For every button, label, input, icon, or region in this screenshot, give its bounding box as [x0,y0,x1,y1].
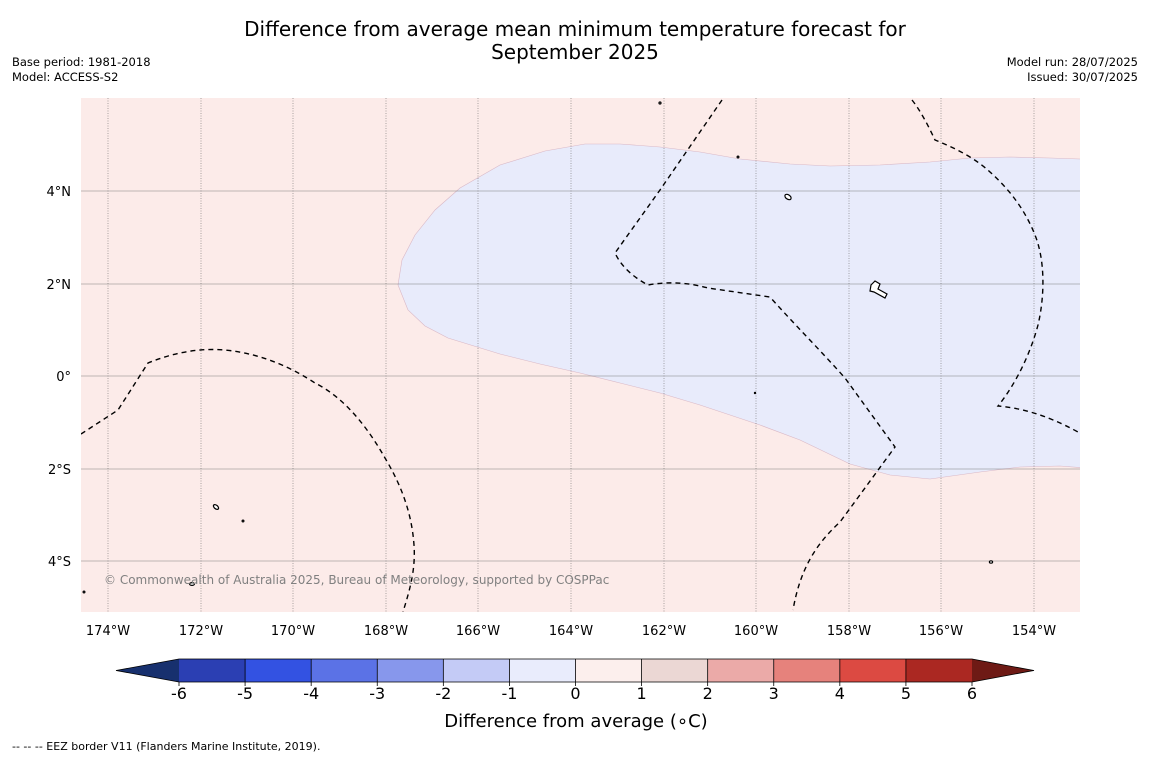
colorbar-tick-label: 2 [703,684,713,703]
colorbar-tick-label: 3 [769,684,779,703]
longitude-label: 156°W [919,624,963,639]
latitude-label: 0° [56,370,71,385]
island-icon [753,391,757,395]
issued-text: Issued: 30/07/2025 [1027,70,1138,84]
latitude-label: 4°N [47,185,72,200]
longitude-label: 164°W [549,624,593,639]
longitude-label: 172°W [179,624,223,639]
latitude-label: 2°S [48,463,71,478]
model-run-text: Model run: 28/07/2025 [1006,55,1138,69]
longitude-labels: 174°W 172°W 170°W 168°W 166°W 164°W 162°W 160°W… [86,624,1056,639]
eez-border-kiribati-phoenix [81,348,416,612]
longitude-label: 162°W [642,624,686,639]
colorbar [115,658,1035,683]
longitude-label: 174°W [86,624,130,639]
colorbar-segment [311,659,378,682]
base-period-text: Base period: 1981-2018 [12,55,151,69]
colorbar-segment [509,659,576,682]
islands [82,101,994,594]
colorbar-tick-label: -5 [237,684,253,703]
metadata-right: Model run: 28/07/2025 Issued: 30/07/2025 [1007,55,1138,85]
title-line-2: September 2025 [491,40,659,64]
anomaly-region [397,143,1080,480]
island-icon [658,101,662,105]
title-line-1: Difference from average mean minimum tem… [244,17,906,41]
island-icon [82,590,86,594]
colorbar-segment [905,659,973,682]
footnote: -- -- -- EEZ border V11 (Flanders Marine… [12,740,321,753]
island-icon [784,193,792,201]
island-icon [212,504,220,510]
colorbar-tick-label: 0 [570,684,580,703]
longitude-label: 160°W [734,624,778,639]
latitude-label: 2°N [47,278,72,293]
eez-border-line-islands [614,99,896,611]
model-text: Model: ACCESS-S2 [12,70,119,84]
colorbar-segment [773,659,841,682]
copyright-text: © Commonwealth of Australia 2025, Bureau… [104,573,609,587]
longitude-label: 158°W [827,624,871,639]
island-icon [736,155,740,159]
island-icon [988,560,994,564]
colorbar-extend-high [972,659,1034,682]
eez-borders [81,99,1079,612]
colorbar-segment [575,659,642,682]
colorbar-tick-label: -4 [303,684,319,703]
longitude-label: 154°W [1012,624,1056,639]
colorbar-tick-label: 4 [835,684,845,703]
latitude-labels: 4°N 2°N 0° 2°S 4°S [47,185,72,570]
colorbar-segment [443,659,510,682]
colorbar-segment [179,659,246,682]
latitude-label: 4°S [48,555,71,570]
colorbar-tick-labels: -6 -5 -4 -3 -2 -1 0 1 2 3 4 5 6 [171,682,977,703]
colorbar-tick-label: -3 [369,684,385,703]
island-icon [189,581,196,586]
colorbar-tick-label: 5 [901,684,911,703]
colorbar-label: Difference from average (∘C) [444,711,707,732]
island-icon [869,280,888,299]
colorbar-tick-label: 6 [967,684,977,703]
longitude-label: 168°W [364,624,408,639]
colorbar-segment [245,659,312,682]
colorbar-segment [707,659,775,682]
colorbar-segment [839,659,907,682]
colorbar-segment [641,659,708,682]
colorbar-tick-label: -6 [171,684,187,703]
colorbar-segment [377,659,444,682]
chart-title: Difference from average mean minimum tem… [0,18,1150,64]
colorbar-tick-label: -1 [501,684,517,703]
longitude-label: 170°W [271,624,315,639]
colorbar-extend-low [116,659,179,682]
eez-border-east [911,99,1079,433]
colorbar-tick-label: 1 [636,684,646,703]
colorbar-tick-label: -2 [435,684,451,703]
metadata-left: Base period: 1981-2018 Model: ACCESS-S2 [12,55,151,85]
longitude-label: 166°W [456,624,500,639]
island-icon [241,519,245,523]
